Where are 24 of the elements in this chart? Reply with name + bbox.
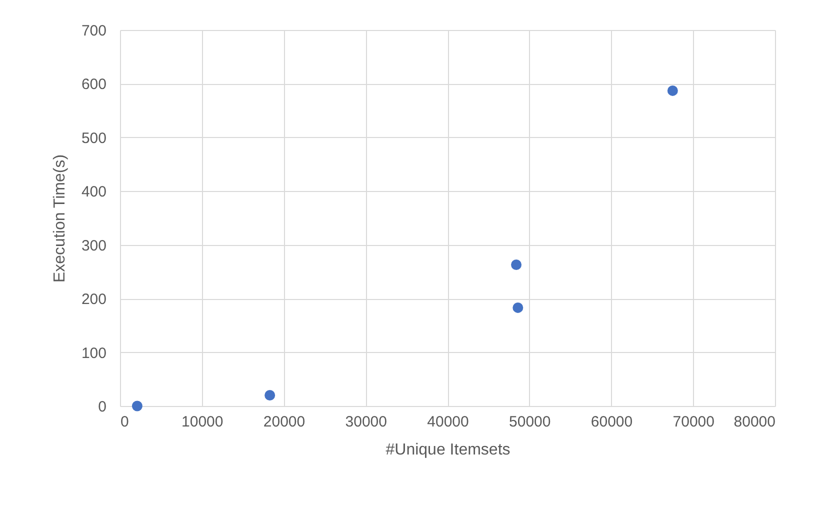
y-tick-label: 600: [81, 76, 106, 94]
x-tick-label: 40000: [427, 414, 469, 430]
x-tick-label: 60000: [590, 414, 633, 430]
point: [132, 400, 142, 412]
y-tick-label: 500: [81, 130, 106, 147]
y-tick-label: 200: [81, 291, 106, 308]
point: [264, 390, 276, 400]
x-tick-label: 80000: [734, 414, 776, 430]
x-tick-label: 20000: [263, 414, 306, 430]
y-tick-label: 100: [81, 344, 106, 362]
y-tick-label: 700: [81, 22, 106, 40]
x-axis-title: #Unique Itemsets: [386, 442, 510, 458]
point: [511, 260, 522, 270]
x-tick-label: 70000: [672, 414, 714, 430]
point: [667, 85, 678, 96]
x-tick-label: 50000: [509, 414, 551, 430]
x-tick-label: 30000: [345, 414, 387, 430]
y-tick-label: 400: [81, 184, 106, 201]
y-tick-label: 0: [98, 398, 106, 416]
point: [512, 302, 524, 313]
y-tick-label: 300: [81, 237, 106, 254]
x-tick-label: 10000: [182, 414, 224, 430]
x-tick-label: 0: [120, 414, 129, 430]
y-axis-title: Execution Time(s): [51, 154, 68, 283]
